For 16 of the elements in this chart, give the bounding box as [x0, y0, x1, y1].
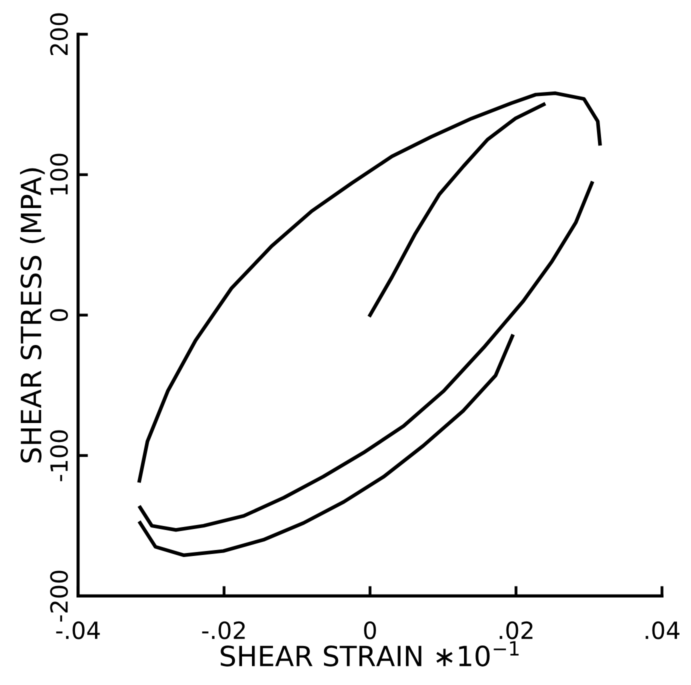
line-series [368, 102, 546, 317]
y-tick-label: 200 [50, 13, 68, 56]
line-series [138, 91, 602, 483]
x-tick-label: -.02 [202, 621, 245, 640]
y-tick-label: -200 [50, 570, 68, 622]
x-tick-label: 0 [364, 621, 376, 640]
x-tick-label: -.04 [56, 621, 100, 640]
y-axis-title: SHEAR STRESS (MPA) [20, 168, 45, 462]
line-series [138, 181, 594, 532]
y-tick-label: -100 [50, 430, 68, 482]
x-axis-title: SHEAR STRAIN ∗10$^{−1}$ [220, 641, 519, 666]
x-tick-label: .04 [646, 621, 680, 640]
x-tick-label: .02 [500, 621, 532, 640]
y-tick-label: 0 [50, 309, 68, 322]
y-tick-label: 100 [50, 154, 68, 195]
line-series [138, 334, 514, 558]
